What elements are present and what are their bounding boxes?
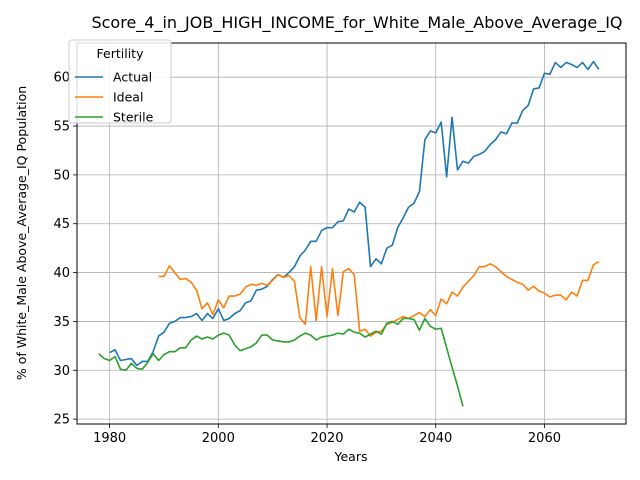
x-tick-label: 2020 xyxy=(310,431,343,446)
series-line-ideal xyxy=(158,261,600,337)
y-tick-label: 25 xyxy=(53,413,70,428)
y-tick-label: 30 xyxy=(53,364,70,379)
x-tick-label: 1980 xyxy=(93,431,126,446)
x-tick-label: 2060 xyxy=(528,431,561,446)
x-axis-ticks: 1980 2000 2020 2040 2060 xyxy=(93,424,561,446)
y-tick-label: 40 xyxy=(53,266,70,281)
series-line-actual xyxy=(109,60,600,367)
x-tick-label: 2000 xyxy=(202,431,235,446)
y-tick-label: 35 xyxy=(53,315,70,330)
legend-title: Fertility xyxy=(97,46,145,61)
y-tick-label: 45 xyxy=(53,217,70,232)
y-axis-label: % of White_Male Above_Average_IQ Populat… xyxy=(14,86,29,380)
x-axis-label: Years xyxy=(334,449,368,464)
legend: Fertility Actual Ideal Sterile xyxy=(68,39,172,125)
plot-frame xyxy=(76,42,627,425)
series-lines xyxy=(98,60,600,407)
chart-title: Score_4_in_JOB_HIGH_INCOME_for_White_Mal… xyxy=(91,13,622,33)
legend-entries: Actual Ideal Sterile xyxy=(75,70,154,125)
y-tick-label: 60 xyxy=(53,71,70,86)
legend-label-sterile: Sterile xyxy=(113,110,154,125)
x-tick-label: 2040 xyxy=(419,431,452,446)
y-axis-ticks: 25 30 35 40 45 50 55 60 xyxy=(53,71,77,428)
legend-label-ideal: Ideal xyxy=(113,90,143,105)
grid xyxy=(77,43,626,424)
legend-box xyxy=(68,39,172,124)
y-tick-label: 50 xyxy=(53,168,70,183)
series-line-sterile xyxy=(98,317,464,407)
legend-label-actual: Actual xyxy=(113,70,152,85)
y-tick-label: 55 xyxy=(53,120,70,135)
